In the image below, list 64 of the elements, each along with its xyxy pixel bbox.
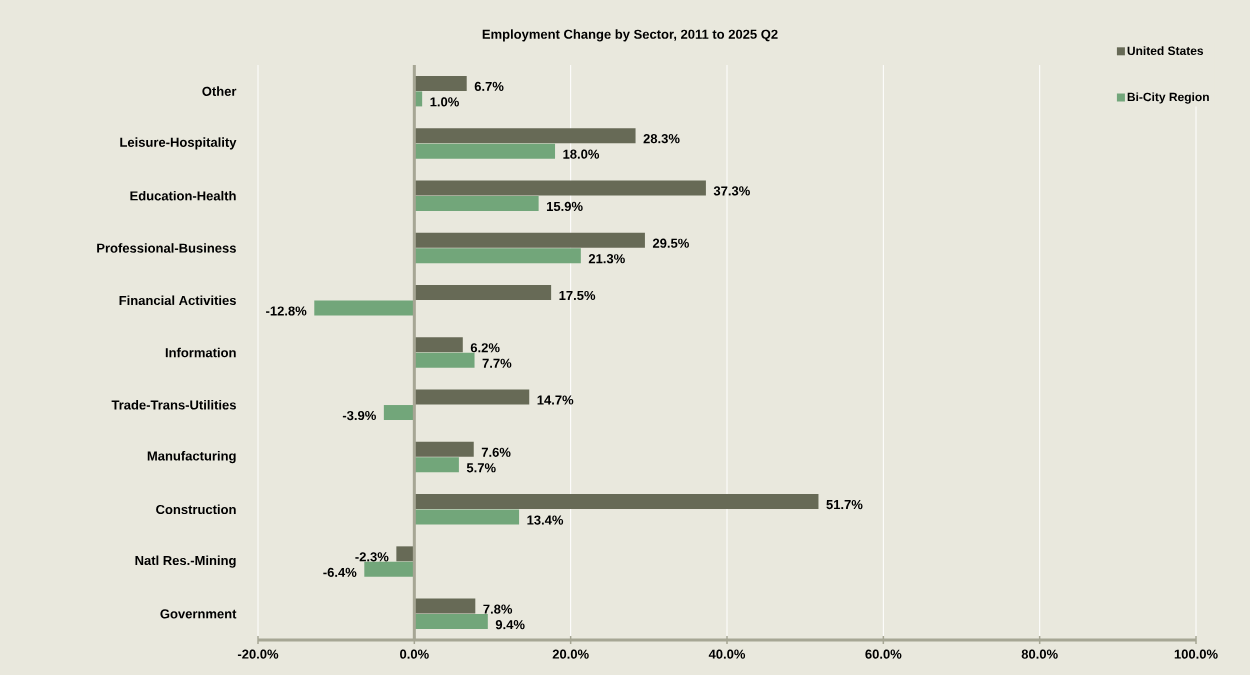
data-label: 1.0% [430,97,459,107]
bar [364,561,415,577]
data-label: -3.9% [342,410,376,421]
bar [414,509,520,525]
bar [414,284,552,300]
bar [383,405,415,421]
y-tick-label: Leisure-Hospitality [120,137,237,150]
data-label: 5.7% [466,463,496,473]
bar [414,598,476,614]
bar [414,441,474,457]
bar [396,546,415,562]
data-label: 51.7% [826,499,863,510]
x-tick-label: 60.0% [865,649,902,659]
bar [414,143,556,159]
data-label: -6.4% [323,567,357,577]
legend-label: United States [1127,46,1204,56]
x-tick-label: -20.0% [237,649,279,659]
x-tick-label: 100.0% [1174,649,1218,659]
x-tick-label: 0.0% [400,649,429,659]
y-tick-label: Natl Res.-Mining [135,555,236,568]
bar [414,614,488,630]
y-tick-label: Professional-Business [97,243,236,253]
y-tick-label: Trade-Trans-Utilities [111,400,236,410]
y-tick-label: Information [165,347,236,358]
data-label: 6.2% [470,343,500,353]
bar [414,248,581,264]
x-tick-label: 80.0% [1021,649,1058,659]
data-label: 21.3% [588,254,625,264]
data-label: 9.4% [495,620,525,630]
data-label: 18.0% [563,149,600,159]
bar [314,300,415,316]
data-label: 7.8% [483,604,513,614]
y-tick-label: Other [202,86,237,96]
data-label: 28.3% [643,134,680,144]
bar [414,195,539,211]
data-label: 6.7% [474,81,504,91]
y-tick-label: Financial Activities [119,295,236,305]
bar [414,180,706,196]
y-tick-label: Construction [156,504,236,515]
x-tick-label: 20.0% [552,649,589,659]
y-tick-label: Education-Health [130,190,236,201]
bar [414,389,530,405]
data-label: 15.9% [546,201,583,212]
bar [414,128,636,144]
data-label: 17.5% [559,290,596,301]
data-label: 29.5% [652,238,689,248]
data-label: 14.7% [537,395,574,405]
data-label: -2.3% [355,552,389,562]
bar [414,352,475,368]
legend-label: Bi-City Region [1127,92,1209,104]
data-label: 7.7% [482,358,512,368]
x-tick-label: 40.0% [708,649,746,659]
bar [414,337,463,353]
y-tick-label: Government [160,609,237,619]
data-label: 37.3% [713,186,750,196]
data-label: 13.4% [527,515,564,525]
data-label: 7.6% [481,447,511,457]
chart-title: Employment Change by Sector, 2011 to 2025 Q2 [482,29,778,42]
data-label: -12.8% [266,306,307,316]
y-tick-label: Manufacturing [147,450,236,464]
bar [414,457,459,473]
bar [414,232,645,248]
bar [414,75,467,91]
bar [414,494,819,510]
